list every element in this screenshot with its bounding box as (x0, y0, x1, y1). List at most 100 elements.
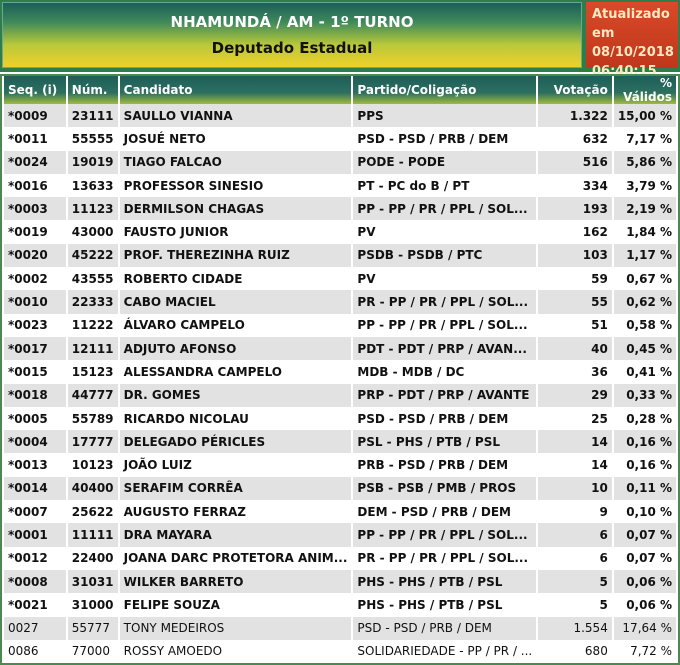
cell-party: PPS (353, 104, 537, 128)
table-row: *0003 11123 DERMILSON CHAGAS PP - PP / PR /… (4, 197, 676, 221)
cell-pct: 0,06 % (613, 569, 676, 594)
cell-votes: 632 (538, 127, 612, 151)
cell-pct: 17,64 % (613, 616, 676, 640)
cell-num: 55777 (67, 616, 118, 640)
table-row: *0020 45222 PROF. THEREZINHA RUIZ PSDB - PS… (4, 243, 676, 268)
cell-seq: *0008 (4, 569, 66, 594)
cell-party: PRP - PDT / PRP / AVANTE (353, 383, 537, 407)
cell-seq: *0001 (4, 523, 66, 547)
cell-votes: 25 (538, 406, 612, 431)
cell-pct: 0,45 % (613, 336, 676, 361)
cell-seq: *0002 (4, 267, 66, 291)
cell-party: PHS - PHS / PTB / PSL (353, 593, 537, 617)
cell-party: DEM - PSD / PRB / DEM (353, 500, 537, 524)
cell-party: MDB - MDB / DC (353, 360, 537, 384)
cell-candidate: TONY MEDEIROS (119, 616, 352, 640)
cell-seq: *0009 (4, 104, 66, 128)
cell-candidate: DRA MAYARA (119, 523, 352, 547)
cell-num: 22333 (67, 290, 118, 314)
cell-votes: 103 (538, 243, 612, 268)
cell-candidate: FAUSTO JUNIOR (119, 220, 352, 244)
table-row: *0014 40400 SERAFIM CORRÊA PSB - PSB / PMB … (4, 476, 676, 501)
cell-votes: 162 (538, 220, 612, 244)
cell-seq: *0011 (4, 127, 66, 151)
cell-pct: 0,06 % (613, 593, 676, 617)
cell-num: 43555 (67, 267, 118, 291)
table-header: Seq. (i) Núm. Candidato Partido/Coligaçã… (4, 76, 676, 104)
cell-pct: 0,28 % (613, 406, 676, 431)
cell-num: 11111 (67, 523, 118, 547)
page-subtitle: Deputado Estadual (211, 39, 373, 57)
cell-votes: 6 (538, 523, 612, 547)
cell-party: SOLIDARIEDADE - PP / PR / ... (353, 639, 537, 664)
header-area: NHAMUNDÁ / AM - 1º TURNO Deputado Estadu… (0, 0, 680, 79)
cell-party: PSD - PSD / PRB / DEM (353, 127, 537, 151)
cell-num: 40400 (67, 476, 118, 501)
cell-pct: 0,67 % (613, 267, 676, 291)
table-row: 0027 55777 TONY MEDEIROS PSD - PSD / PRB / … (4, 616, 676, 640)
table-row: *0010 22333 CABO MACIEL PR - PP / PR / PPL … (4, 290, 676, 314)
cell-pct: 0,16 % (613, 453, 676, 477)
table-row: *0015 15123 ALESSANDRA CAMPELO MDB - MDB / … (4, 360, 676, 384)
cell-seq: *0007 (4, 500, 66, 524)
cell-votes: 193 (538, 197, 612, 221)
cell-candidate: ROSSY AMOEDO (119, 639, 352, 664)
cell-candidate: JOÃO LUIZ (119, 453, 352, 477)
cell-party: PV (353, 267, 537, 291)
cell-candidate: ÁLVARO CAMPELO (119, 313, 352, 337)
page-title: NHAMUNDÁ / AM - 1º TURNO (170, 13, 414, 31)
cell-seq: *0019 (4, 220, 66, 244)
results-table: Seq. (i) Núm. Candidato Partido/Coligaçã… (0, 74, 680, 665)
cell-num: 31000 (67, 593, 118, 617)
cell-votes: 10 (538, 476, 612, 501)
table-row: *0011 55555 JOSUÉ NETO PSD - PSD / PRB / DE… (4, 127, 676, 151)
cell-seq: *0018 (4, 383, 66, 407)
cell-votes: 6 (538, 546, 612, 570)
cell-seq: *0014 (4, 476, 66, 501)
cell-num: 19019 (67, 150, 118, 174)
cell-seq: *0010 (4, 290, 66, 314)
cell-party: PP - PP / PR / PPL / SOL... (353, 313, 537, 337)
cell-candidate: DR. GOMES (119, 383, 352, 407)
cell-party: PDT - PDT / PRP / AVAN... (353, 336, 537, 361)
col-seq[interactable]: Seq. (i) (4, 76, 66, 104)
cell-votes: 5 (538, 593, 612, 617)
cell-num: 55789 (67, 406, 118, 431)
cell-votes: 40 (538, 336, 612, 361)
cell-num: 77000 (67, 639, 118, 664)
table-row: *0017 12111 ADJUTO AFONSO PDT - PDT / PRP /… (4, 336, 676, 361)
cell-pct: 7,72 % (613, 639, 676, 664)
cell-num: 17777 (67, 430, 118, 454)
cell-pct: 2,19 % (613, 197, 676, 221)
updated-label: Atualizado em (592, 7, 670, 41)
cell-party: PSL - PHS / PTB / PSL (353, 430, 537, 454)
table-row: *0001 11111 DRA MAYARA PP - PP / PR / PPL /… (4, 523, 676, 547)
cell-party: PR - PP / PR / PPL / SOL... (353, 290, 537, 314)
cell-num: 15123 (67, 360, 118, 384)
col-votes: Votação (538, 76, 612, 104)
cell-num: 45222 (67, 243, 118, 268)
cell-candidate: SERAFIM CORRÊA (119, 476, 352, 501)
table-row: *0004 17777 DELEGADO PÉRICLES PSL - PHS / P… (4, 430, 676, 454)
cell-votes: 334 (538, 173, 612, 198)
cell-votes: 59 (538, 267, 612, 291)
cell-num: 43000 (67, 220, 118, 244)
cell-pct: 0,16 % (613, 430, 676, 454)
cell-seq: *0004 (4, 430, 66, 454)
cell-party: PODE - PODE (353, 150, 537, 174)
table-row: *0023 11222 ÁLVARO CAMPELO PP - PP / PR / P… (4, 313, 676, 337)
cell-seq: *0013 (4, 453, 66, 477)
title-banner: NHAMUNDÁ / AM - 1º TURNO Deputado Estadu… (2, 2, 582, 68)
cell-votes: 516 (538, 150, 612, 174)
cell-pct: 7,17 % (613, 127, 676, 151)
cell-seq: *0005 (4, 406, 66, 431)
cell-candidate: FELIPE SOUZA (119, 593, 352, 617)
cell-num: 13633 (67, 173, 118, 198)
cell-votes: 1.554 (538, 616, 612, 640)
table-row: *0012 22400 JOANA DARC PROTETORA ANIM... PR… (4, 546, 676, 570)
cell-candidate: DELEGADO PÉRICLES (119, 430, 352, 454)
cell-candidate: ROBERTO CIDADE (119, 267, 352, 291)
cell-party: PSD - PSD / PRB / DEM (353, 616, 537, 640)
cell-num: 25622 (67, 500, 118, 524)
cell-votes: 51 (538, 313, 612, 337)
